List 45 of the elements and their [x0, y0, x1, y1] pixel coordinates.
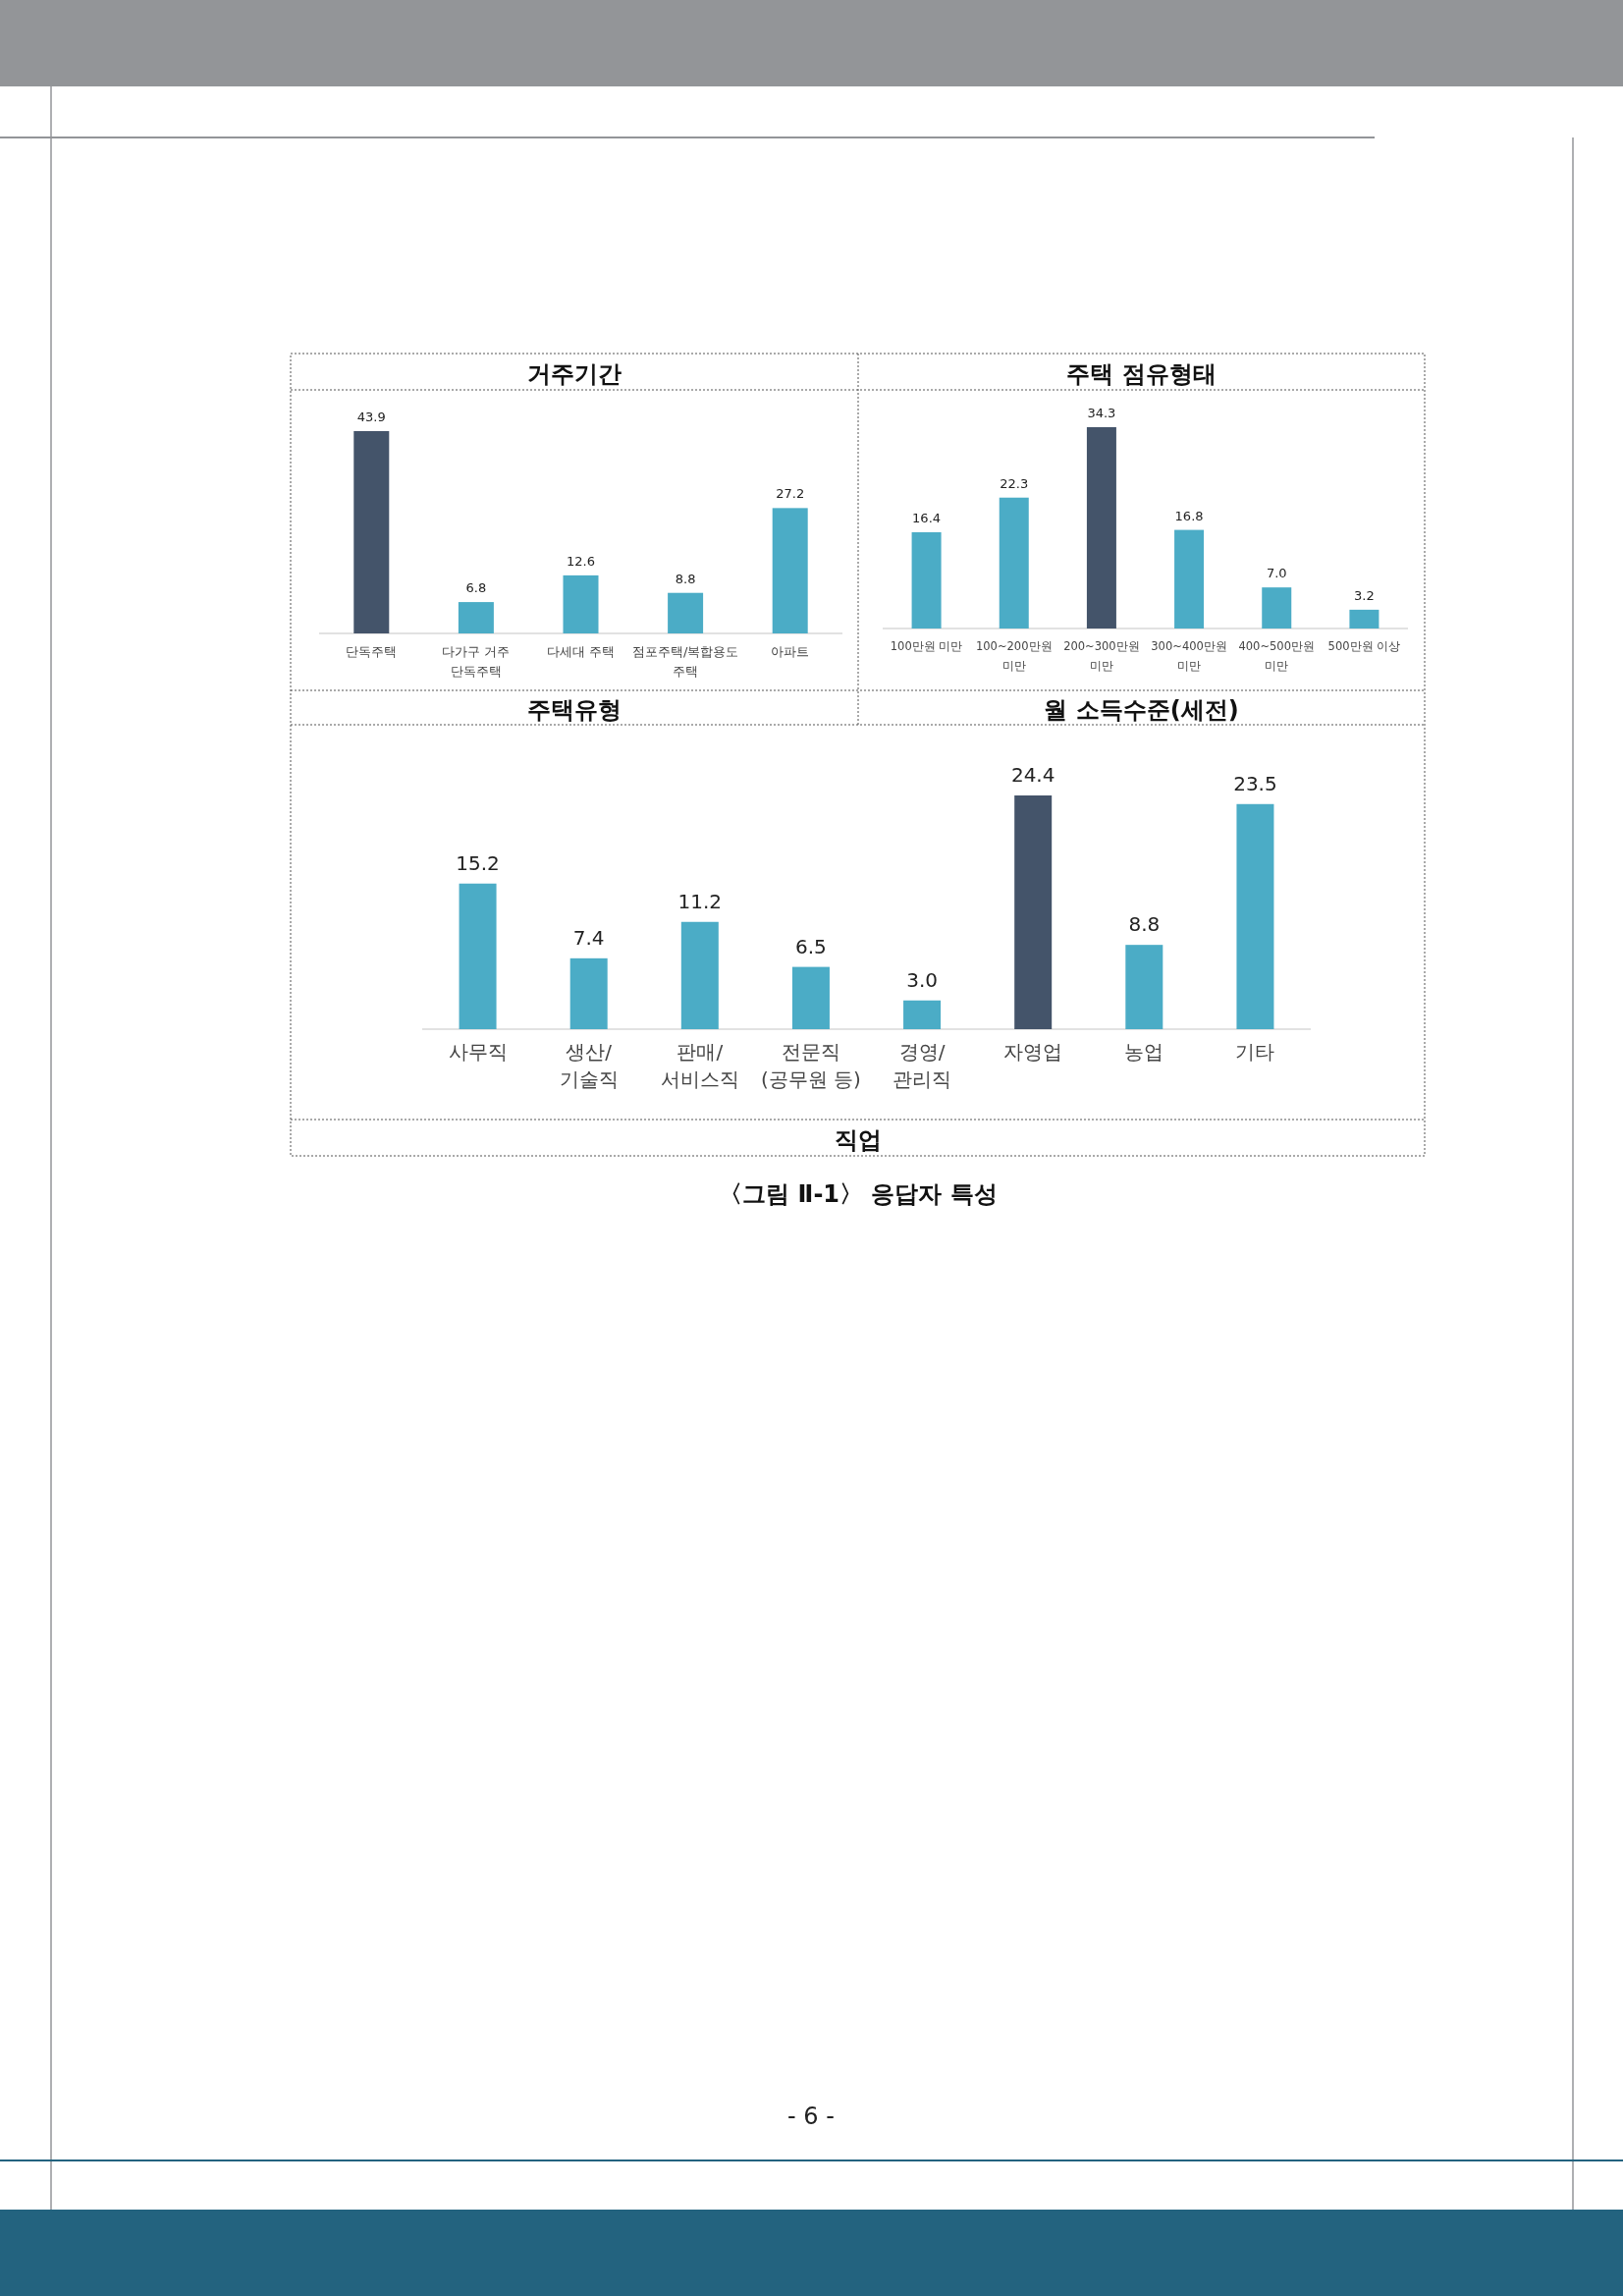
x-tick-label: 다세대 주택: [546, 644, 616, 659]
data-label: 34.3: [1087, 406, 1116, 420]
data-label: 3.2: [1354, 587, 1375, 603]
data-label: 11.2: [677, 889, 723, 913]
x-tick-label: 200~300만원 미만: [1063, 638, 1140, 673]
chart-title: 주택 점유형태: [1066, 360, 1217, 388]
x-tick-label: 자영업: [1003, 1040, 1063, 1064]
data-label: 23.5: [1233, 771, 1277, 795]
x-tick-label: 전문직 (공무원 등): [760, 1040, 861, 1091]
x-tick-label: 400~500만원 미만: [1238, 638, 1316, 673]
data-label: 3.0: [906, 967, 938, 992]
data-label: 16.8: [1174, 508, 1204, 523]
x-tick-label: 경영/ 관리직: [893, 1040, 952, 1091]
x-tick-label: 기타: [1235, 1040, 1275, 1064]
data-label: 6.8: [465, 580, 487, 596]
x-tick-label: 사무직: [448, 1040, 508, 1064]
x-tick-label: 농업: [1124, 1040, 1164, 1064]
data-label: 43.9: [356, 410, 386, 424]
data-label: 7.4: [572, 925, 605, 950]
chart-title: 거주기간: [527, 360, 622, 388]
data-label: 15.2: [456, 850, 500, 875]
x-axis-title: 월 소득수준(세전): [1044, 696, 1239, 724]
text: 〈그림 Ⅱ-1〉 응답자 특성: [719, 1180, 998, 1208]
x-tick-label: 단독주택: [346, 644, 398, 659]
x-tick-label: 500만원 이상: [1327, 638, 1401, 653]
data-label: 27.2: [776, 486, 805, 502]
data-label: 22.3: [1000, 475, 1029, 491]
x-axis-title: 주택유형: [527, 696, 622, 724]
x-tick-label: 300~400만원 미만: [1151, 638, 1227, 673]
x-tick-label: 점포주택/복합용도 주택: [631, 644, 739, 679]
data-label: 16.4: [912, 510, 942, 525]
data-label: 6.5: [795, 934, 827, 958]
data-label: 7.0: [1266, 566, 1287, 581]
x-tick-label: 100만원 미만: [890, 638, 963, 653]
text: - 6 -: [787, 2103, 835, 2130]
data-label: 8.8: [675, 571, 696, 586]
x-tick-label: 아파트: [771, 644, 810, 659]
data-label: 24.4: [1010, 763, 1055, 787]
data-label: 8.8: [1128, 912, 1161, 937]
x-tick-label: 100~200만원 미만: [975, 638, 1053, 673]
x-tick-label: 생산/ 기술직: [559, 1040, 619, 1091]
data-label: 12.6: [567, 553, 595, 569]
x-tick-label: 판매/ 서비스직: [660, 1040, 739, 1091]
x-tick-label: 다가구 거주 단독주택: [442, 644, 511, 679]
x-axis-title: 직업: [834, 1126, 882, 1154]
